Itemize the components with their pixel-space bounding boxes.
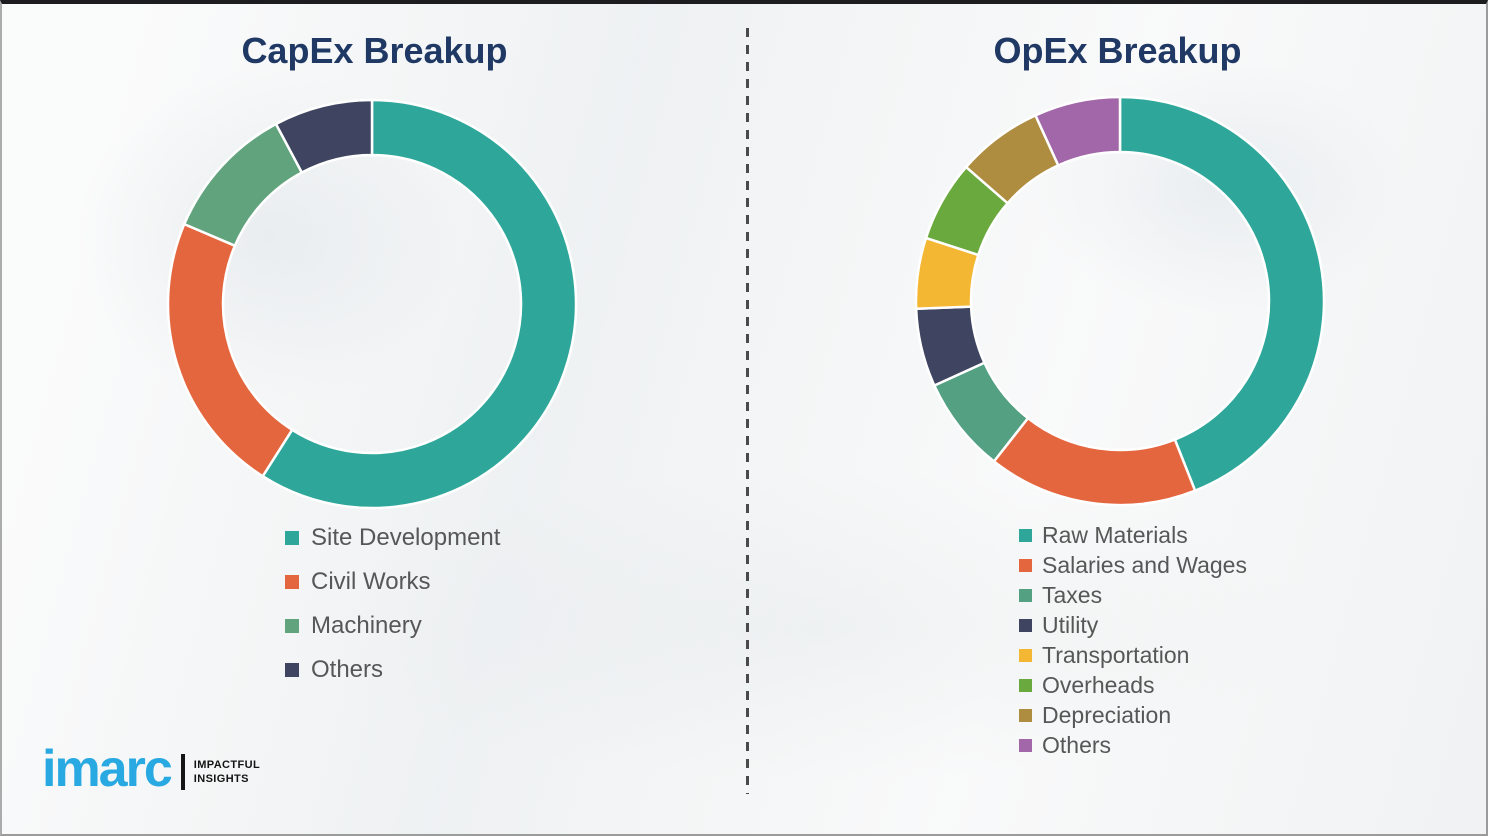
legend-label: Civil Works — [311, 568, 431, 595]
legend-swatch-icon — [285, 619, 299, 633]
imarc-logo: imarc IMPACTFUL INSIGHTS — [42, 740, 260, 798]
capex-donut-chart — [166, 98, 578, 510]
legend-item: Others — [285, 648, 500, 692]
legend-label: Site Development — [311, 524, 501, 551]
legend-label: Others — [311, 656, 384, 683]
legend-item: Raw Materials — [1019, 520, 1247, 550]
opex-title: OpEx Breakup — [993, 30, 1242, 71]
legend-item: Salaries and Wages — [1019, 550, 1247, 580]
legend-item: Overheads — [1019, 670, 1247, 700]
legend-swatch-icon — [1019, 618, 1032, 632]
legend-label: Transportation — [1042, 641, 1190, 668]
legend-item: Others — [1019, 730, 1247, 760]
legend-label: Others — [1042, 731, 1112, 758]
donut-segment-others — [1034, 95, 1122, 167]
legend-label: Taxes — [1042, 581, 1103, 608]
legend-swatch-icon — [285, 531, 299, 545]
legend-item: Site Development — [285, 516, 500, 560]
capex-legend: Site Development Civil Works Machinery Othe… — [285, 516, 500, 692]
imarc-logo-wordmark: imarc — [42, 740, 173, 798]
legend-swatch-icon — [1019, 678, 1032, 692]
legend-label: Machinery — [311, 612, 422, 639]
legend-item: Utility — [1019, 610, 1247, 640]
legend-item: Machinery — [285, 604, 500, 648]
donut-segment-machinery — [183, 122, 304, 247]
legend-swatch-icon — [285, 575, 299, 589]
donut-segment-civil-works — [166, 222, 294, 478]
legend-item: Depreciation — [1019, 700, 1247, 730]
legend-swatch-icon — [1019, 588, 1032, 602]
legend-item: Civil Works — [285, 560, 500, 604]
legend-label: Depreciation — [1042, 701, 1172, 728]
logo-divider-bar — [180, 754, 185, 791]
logo-tagline: IMPACTFUL INSIGHTS — [194, 758, 260, 788]
legend-label: Salaries and Wages — [1042, 551, 1247, 578]
legend-item: Taxes — [1019, 580, 1247, 610]
logo-tagline-line1: IMPACTFUL — [193, 758, 261, 771]
legend-item: Transportation — [1019, 640, 1247, 670]
legend-label: Raw Materials — [1042, 521, 1188, 548]
legend-label: Utility — [1042, 611, 1099, 638]
legend-label: Overheads — [1042, 671, 1155, 698]
legend-swatch-icon — [1019, 648, 1032, 662]
legend-swatch-icon — [285, 663, 299, 677]
logo-tagline-line2: INSIGHTS — [193, 773, 249, 786]
capex-title: CapEx Breakup — [241, 30, 508, 71]
donut-segment-site-development — [261, 98, 578, 510]
legend-swatch-icon — [1019, 738, 1032, 752]
donut-segment-raw-materials — [1118, 95, 1326, 492]
donut-segment-salaries-and-wages — [992, 416, 1197, 507]
legend-swatch-icon — [1019, 708, 1032, 722]
legend-swatch-icon — [1019, 558, 1032, 572]
donut-segment-others — [274, 98, 374, 174]
legend-swatch-icon — [1019, 528, 1032, 542]
vertical-dashed-divider — [746, 28, 749, 794]
opex-donut-chart — [914, 95, 1326, 507]
opex-legend: Raw Materials Salaries and Wages Taxes Util… — [1019, 520, 1247, 760]
